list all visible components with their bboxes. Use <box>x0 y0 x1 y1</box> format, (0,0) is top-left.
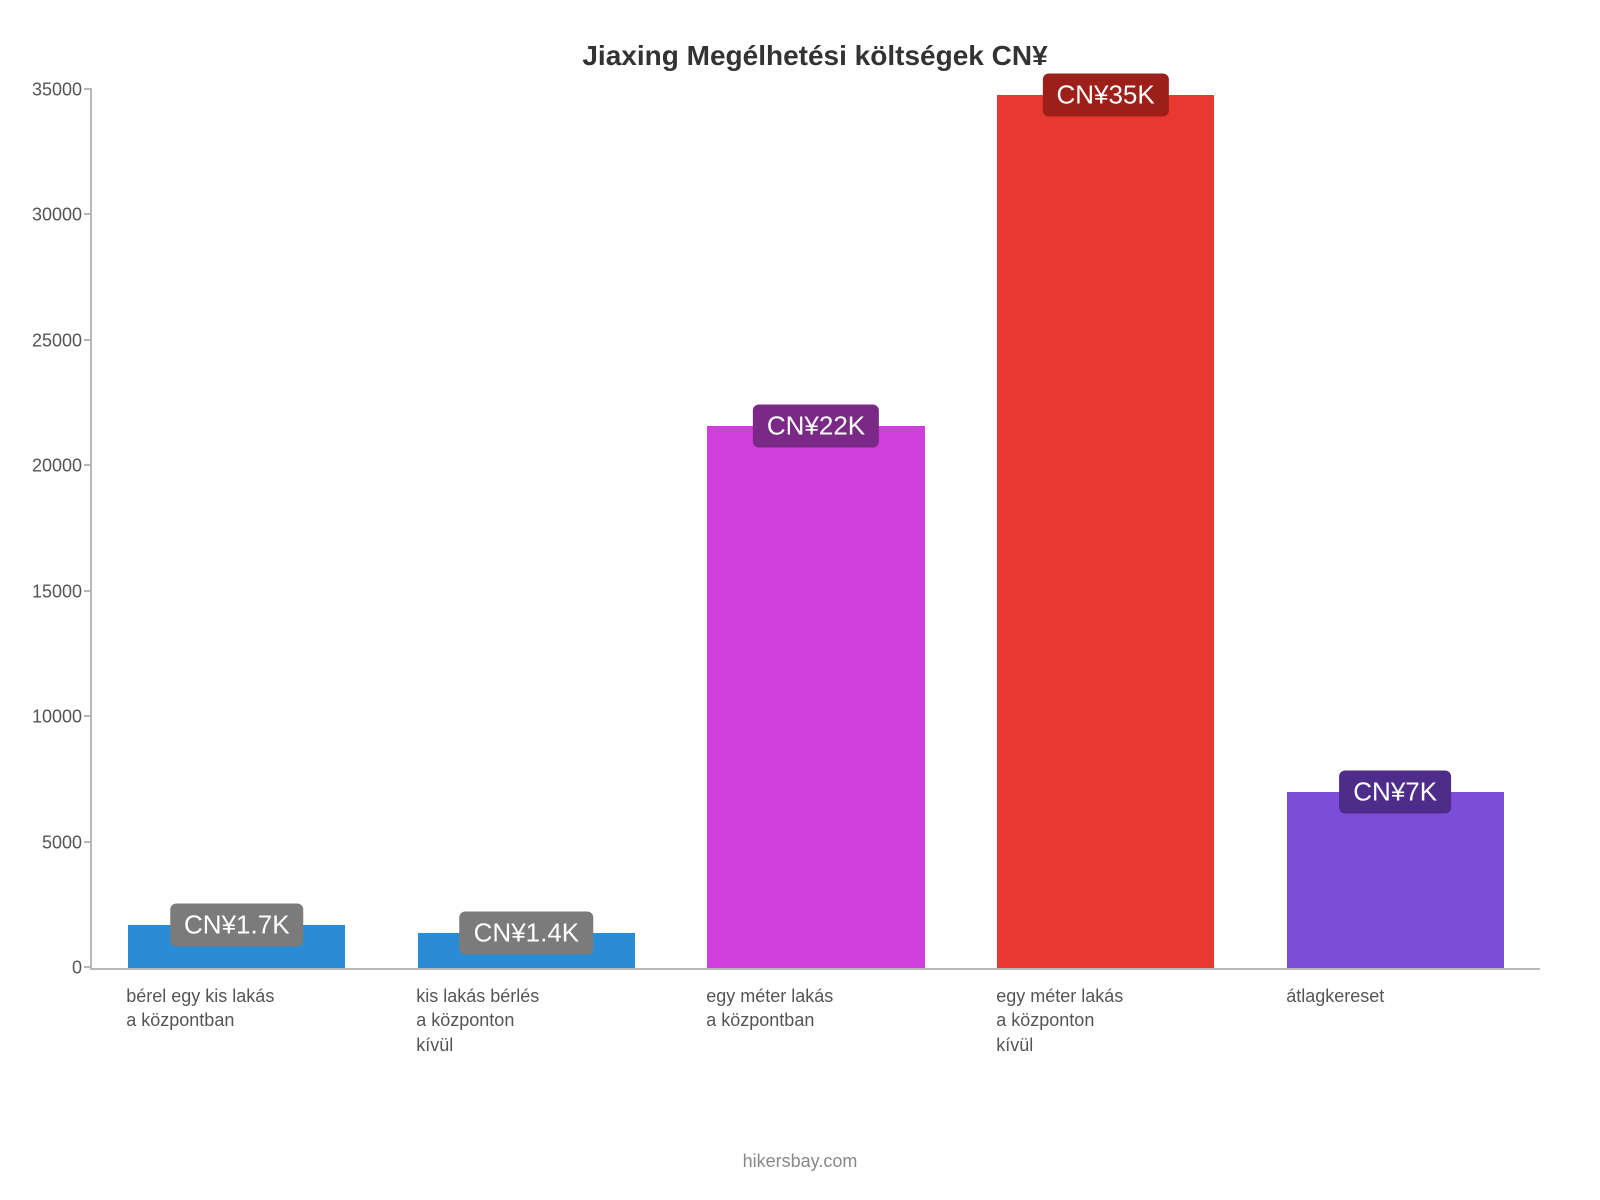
bar-slot: CN¥22K <box>707 90 924 968</box>
y-tick-label: 5000 <box>12 832 82 853</box>
x-axis-label: egy méter lakás a központon kívül <box>996 984 1123 1057</box>
x-axis-label: egy méter lakás a központban <box>706 984 833 1033</box>
y-tick-label: 10000 <box>12 707 82 728</box>
y-tick-label: 0 <box>12 958 82 979</box>
y-tick-label: 25000 <box>12 330 82 351</box>
y-tick-mark <box>84 339 92 341</box>
y-tick-mark <box>84 590 92 592</box>
plot-area: 05000100001500020000250003000035000CN¥1.… <box>90 90 1540 970</box>
y-tick-mark <box>84 464 92 466</box>
bar-slot: CN¥1.4K <box>418 90 635 968</box>
bar <box>997 95 1214 968</box>
attribution-text: hikersbay.com <box>743 1151 858 1172</box>
x-axis-label: átlagkereset <box>1286 984 1384 1008</box>
y-tick-label: 30000 <box>12 205 82 226</box>
bar-value-label: CN¥35K <box>1042 74 1168 117</box>
bar-slot: CN¥35K <box>997 90 1214 968</box>
chart-container: Jiaxing Megélhetési költségek CN¥ 050001… <box>0 0 1600 1200</box>
y-tick-mark <box>84 966 92 968</box>
bar-slot: CN¥7K <box>1287 90 1504 968</box>
bar-value-label: CN¥7K <box>1339 771 1451 814</box>
y-tick-label: 20000 <box>12 456 82 477</box>
x-axis-label: bérel egy kis lakás a központban <box>126 984 274 1033</box>
y-tick-mark <box>84 841 92 843</box>
bar <box>707 426 924 968</box>
bar <box>1287 792 1504 968</box>
bar-value-label: CN¥1.7K <box>170 904 304 947</box>
y-tick-label: 35000 <box>12 80 82 101</box>
x-axis-label: kis lakás bérlés a központon kívül <box>416 984 539 1057</box>
y-tick-mark <box>84 88 92 90</box>
bar-value-label: CN¥1.4K <box>460 911 594 954</box>
chart-title: Jiaxing Megélhetési költségek CN¥ <box>90 40 1540 72</box>
y-tick-label: 15000 <box>12 581 82 602</box>
y-tick-mark <box>84 715 92 717</box>
bar-value-label: CN¥22K <box>753 405 879 448</box>
y-tick-mark <box>84 213 92 215</box>
bar-slot: CN¥1.7K <box>128 90 345 968</box>
